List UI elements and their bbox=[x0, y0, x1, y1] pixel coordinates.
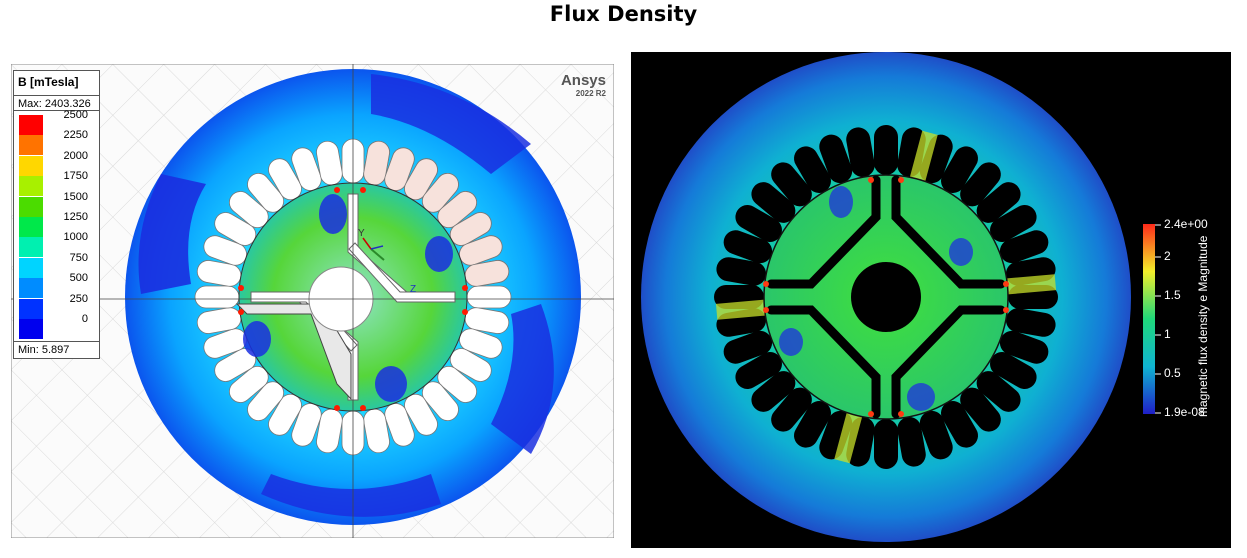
legend-swatch bbox=[19, 257, 43, 278]
legend-tick-label: 500 bbox=[69, 272, 88, 285]
colorbar-tick-1: 2 bbox=[1164, 249, 1171, 263]
legend-swatch bbox=[19, 196, 43, 217]
brand-name: Ansys bbox=[560, 72, 606, 89]
legend-tick-label: 1250 bbox=[63, 211, 88, 223]
legend-swatch bbox=[19, 298, 43, 319]
ansys-plot-svg: Y Z bbox=[11, 64, 614, 538]
stator-slots-right bbox=[714, 125, 1058, 469]
legend-swatch bbox=[19, 115, 43, 135]
legend-max: Max: 2403.326 bbox=[14, 95, 99, 111]
colorbar-title: magnetic flux density e Magnitude bbox=[1196, 235, 1210, 417]
legend-swatch bbox=[19, 176, 43, 197]
page-title: Flux Density bbox=[549, 2, 698, 26]
paraview-flux-plot: 2.4e+00 2 1.5 1 0.5 1.9e-08 magnetic flu… bbox=[631, 52, 1231, 548]
legend-swatch bbox=[19, 135, 43, 156]
legend-tick-label: 1500 bbox=[63, 190, 88, 203]
colorbar-tick-5: 1.9e-08 bbox=[1164, 405, 1205, 419]
legend-swatch bbox=[19, 217, 43, 237]
hotspot-markers bbox=[238, 187, 468, 411]
colorbar-tick-4: 0.5 bbox=[1164, 366, 1181, 380]
legend-min: Min: 5.897 bbox=[14, 341, 99, 357]
legend-tick-label: 2500 bbox=[63, 109, 88, 121]
axis-label-z: Z bbox=[410, 284, 416, 295]
legend-tick-label: 2000 bbox=[63, 149, 88, 162]
brand-version: 2022 R2 bbox=[575, 89, 606, 98]
hotspot-markers-right bbox=[763, 177, 1009, 417]
magnet-slots-right bbox=[766, 175, 1006, 419]
colorbar-tick-3: 1 bbox=[1164, 327, 1171, 341]
legend-tick-label: 250 bbox=[69, 292, 88, 305]
colorbar bbox=[1143, 224, 1155, 414]
colorbar-tick-2: 1.5 bbox=[1164, 288, 1181, 302]
legend-swatch bbox=[19, 278, 43, 299]
legend-tick-label: 1750 bbox=[63, 170, 88, 183]
flux-legend: B [mTesla] Max: 2403.326 2500 2250 2000 175… bbox=[13, 70, 100, 359]
legend-tick-label: 2250 bbox=[63, 129, 88, 142]
paraview-plot-svg bbox=[641, 52, 1161, 542]
legend-tick-label: 0 bbox=[81, 313, 88, 325]
legend-swatch bbox=[19, 237, 43, 258]
legend-tick-label: 1000 bbox=[63, 231, 88, 244]
legend-tick-label: 750 bbox=[69, 251, 88, 264]
legend-swatch bbox=[19, 155, 43, 176]
legend-swatch bbox=[19, 319, 43, 339]
legend-title: B [mTesla] bbox=[18, 75, 79, 89]
ansys-flux-plot: Y Z B [mTesla] Max: 2403.326 2500 2250 200… bbox=[11, 64, 614, 538]
ansys-brand: Ansys 2022 R2 bbox=[561, 72, 606, 98]
axis-label-y: Y bbox=[358, 228, 365, 239]
colorbar-tick-0: 2.4e+00 bbox=[1164, 217, 1208, 231]
shaft-bore-right bbox=[851, 262, 921, 332]
